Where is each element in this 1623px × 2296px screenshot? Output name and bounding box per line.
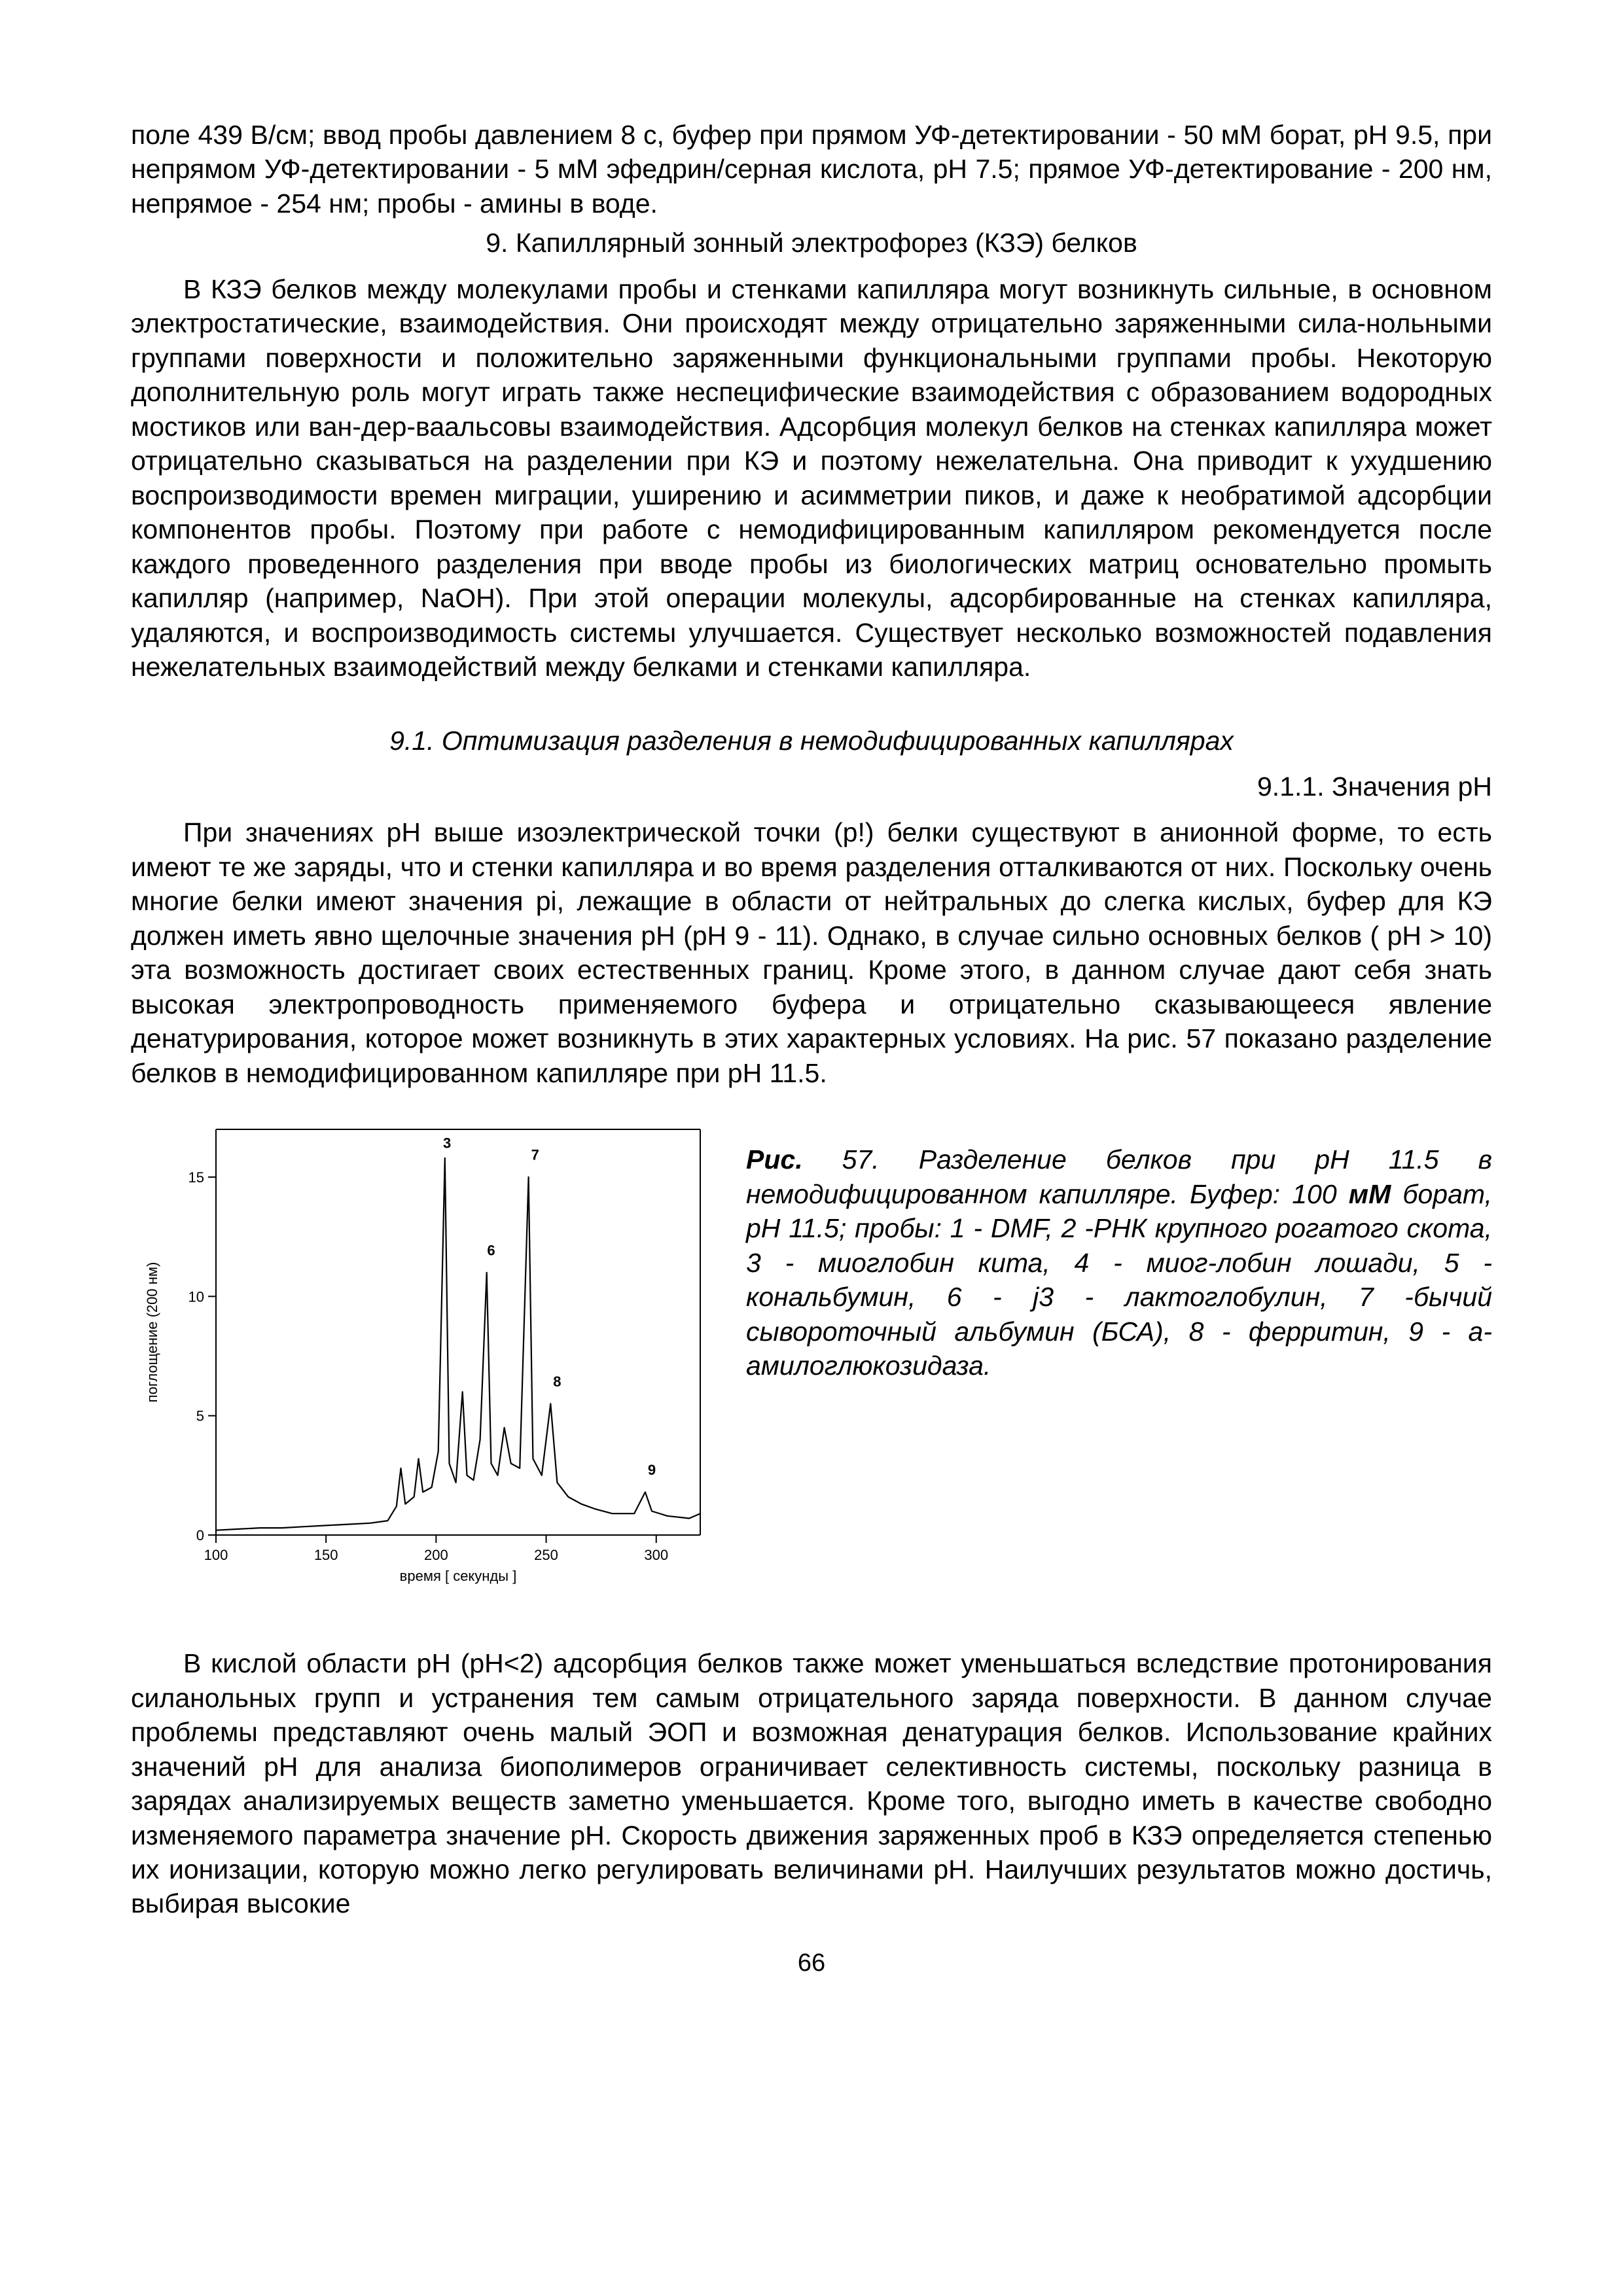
svg-text:время [ секунды ]: время [ секунды ] bbox=[400, 1568, 517, 1584]
svg-text:150: 150 bbox=[314, 1547, 338, 1563]
subsubsection-heading-9-1-1: 9.1.1. Значения рН bbox=[131, 769, 1492, 804]
electropherogram-svg: 0 5 10 15 100 150 200 250 300 3 6 7 8 9 время [ секунд… bbox=[131, 1110, 720, 1607]
page-number: 66 bbox=[131, 1947, 1492, 1979]
paragraph-3: При значениях рН выше изоэлектрической т… bbox=[131, 815, 1492, 1090]
svg-text:0: 0 bbox=[196, 1527, 204, 1544]
svg-text:100: 100 bbox=[204, 1547, 228, 1563]
svg-text:300: 300 bbox=[644, 1547, 668, 1563]
figure-57-chart: 0 5 10 15 100 150 200 250 300 3 6 7 8 9 время [ секунд… bbox=[131, 1110, 720, 1607]
section-heading-9: 9. Капиллярный зонный электрофорез (КЗЭ)… bbox=[131, 226, 1492, 260]
svg-text:3: 3 bbox=[443, 1135, 451, 1152]
svg-text:10: 10 bbox=[188, 1288, 204, 1305]
svg-text:7: 7 bbox=[531, 1147, 539, 1163]
caption-lead: Рис. bbox=[746, 1144, 803, 1174]
svg-text:9: 9 bbox=[648, 1462, 656, 1478]
figure-57-caption: Рис. 57. Разделение белков при рН 11.5 в… bbox=[746, 1110, 1492, 1383]
svg-text:8: 8 bbox=[553, 1373, 561, 1390]
svg-text:200: 200 bbox=[424, 1547, 448, 1563]
page: поле 439 В/см; ввод пробы давлением 8 с,… bbox=[0, 0, 1623, 2296]
paragraph-intro: поле 439 В/см; ввод пробы давлением 8 с,… bbox=[131, 118, 1492, 221]
caption-num: 57. bbox=[803, 1144, 919, 1174]
caption-mM: мМ bbox=[1349, 1179, 1391, 1209]
svg-text:поглощение (200 нм): поглощение (200 нм) bbox=[144, 1262, 160, 1403]
svg-text:6: 6 bbox=[487, 1243, 495, 1259]
svg-text:15: 15 bbox=[188, 1169, 204, 1186]
svg-text:5: 5 bbox=[196, 1408, 204, 1424]
subsection-heading-9-1: 9.1. Оптимизация разделения в немодифици… bbox=[131, 724, 1492, 758]
svg-text:250: 250 bbox=[534, 1547, 558, 1563]
paragraph-4: В кислой области рН (рН<2) адсорбция бел… bbox=[131, 1646, 1492, 1921]
figure-57-row: 0 5 10 15 100 150 200 250 300 3 6 7 8 9 время [ секунд… bbox=[131, 1110, 1492, 1607]
paragraph-2: В КЗЭ белков между молекулами пробы и ст… bbox=[131, 272, 1492, 684]
